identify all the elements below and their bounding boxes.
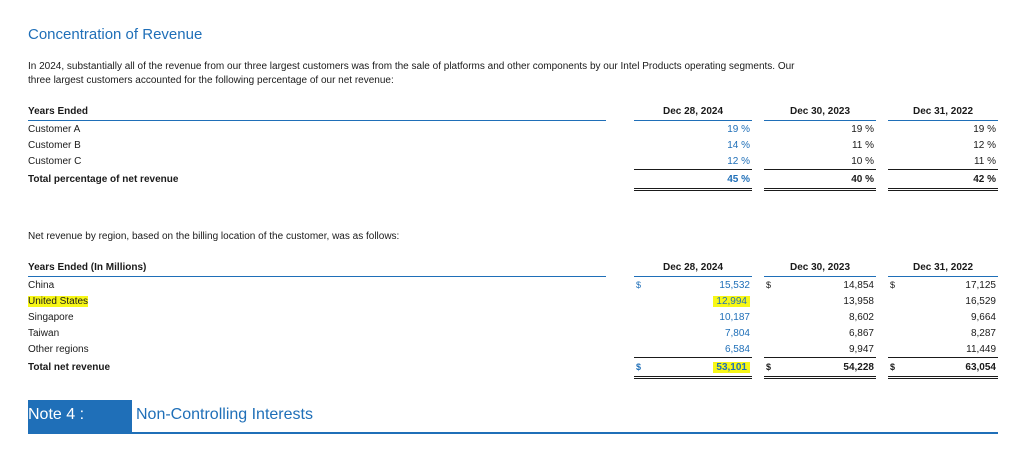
row-label: Taiwan bbox=[28, 327, 60, 339]
header-label: Years Ended bbox=[28, 102, 606, 121]
cell-2023: 13,958 bbox=[843, 295, 874, 307]
currency-symbol: $ bbox=[634, 357, 646, 379]
table-row: Other regions 6,584 9,947 11,449 bbox=[28, 341, 998, 358]
intro-paragraph: In 2024, substantially all of the revenu… bbox=[28, 60, 988, 88]
total-2024: 45 % bbox=[634, 169, 752, 191]
cell-2024: 7,804 bbox=[724, 327, 750, 339]
table-total-row: Total net revenue $ 53,101 $ 54,228 $ 63… bbox=[28, 357, 998, 379]
cell-2024: 12,994 bbox=[646, 293, 752, 309]
table-row: Customer B 14 % 11 % 12 % bbox=[28, 137, 998, 153]
region-intro: Net revenue by region, based on the bill… bbox=[28, 231, 400, 242]
section-title: Concentration of Revenue bbox=[28, 26, 203, 43]
row-label: United States bbox=[28, 293, 606, 309]
currency-symbol: $ bbox=[636, 280, 642, 290]
table-header-row: Years Ended Dec 28, 2024 Dec 30, 2023 De… bbox=[28, 102, 998, 121]
note-title: Non-Controlling Interests bbox=[136, 406, 313, 423]
header-col-2023: Dec 30, 2023 bbox=[764, 258, 876, 277]
cell-2024: 19 % bbox=[727, 123, 750, 135]
cell-2023: 6,867 bbox=[848, 327, 874, 339]
cell-2024: 15,532 bbox=[719, 279, 750, 291]
currency-symbol: $ bbox=[888, 357, 900, 379]
total-2022: 63,054 bbox=[900, 357, 998, 379]
header-col-2024: Dec 28, 2024 bbox=[634, 102, 752, 121]
cell-2022: 12 % bbox=[973, 139, 996, 151]
cell-2024: 14 % bbox=[727, 139, 750, 151]
total-2022: 42 % bbox=[888, 169, 998, 191]
cell-2022: 19 % bbox=[973, 123, 996, 135]
table-row: Customer C 12 % 10 % 11 % bbox=[28, 153, 998, 170]
row-label: Other regions bbox=[28, 343, 89, 355]
row-label: Customer B bbox=[28, 139, 81, 151]
header-col-2023: Dec 30, 2023 bbox=[764, 102, 876, 121]
table-row: Customer A 19 % 19 % 19 % bbox=[28, 121, 998, 138]
header-col-2022: Dec 31, 2022 bbox=[888, 258, 998, 277]
note-heading: Note 4 : Non-Controlling Interests bbox=[28, 400, 998, 434]
row-label: Singapore bbox=[28, 311, 74, 323]
customer-concentration-table: Years Ended Dec 28, 2024 Dec 30, 2023 De… bbox=[28, 102, 998, 191]
cell-2022: 17,125 bbox=[965, 279, 996, 291]
table-row: Taiwan 7,804 6,867 8,287 bbox=[28, 325, 998, 341]
currency-symbol: $ bbox=[764, 357, 776, 379]
table-total-row: Total percentage of net revenue 45 % 40 … bbox=[28, 169, 998, 191]
table-row: United States 12,994 13,958 16,529 bbox=[28, 293, 998, 309]
cell-2023: 9,947 bbox=[848, 343, 874, 355]
total-label: Total percentage of net revenue bbox=[28, 174, 179, 185]
cell-2024: 12 % bbox=[727, 155, 750, 167]
row-label: Customer C bbox=[28, 155, 82, 167]
highlighted-label: United States bbox=[28, 295, 89, 307]
header-col-2024: Dec 28, 2024 bbox=[634, 258, 752, 277]
cell-2023: 14,854 bbox=[843, 279, 874, 291]
row-label: China bbox=[28, 279, 55, 291]
table-header-row: Years Ended (In Millions) Dec 28, 2024 D… bbox=[28, 258, 998, 277]
header-label: Years Ended (In Millions) bbox=[28, 258, 606, 277]
intro-line-2: three largest customers accounted for th… bbox=[28, 75, 394, 86]
highlighted-value: 12,994 bbox=[713, 295, 750, 307]
highlighted-value: 53,101 bbox=[713, 361, 750, 373]
currency-symbol: $ bbox=[890, 280, 896, 290]
table-row: Singapore 10,187 8,602 9,664 bbox=[28, 309, 998, 325]
table-row: China $ 15,532 $ 14,854 $ 17,125 bbox=[28, 277, 998, 294]
cell-2024: 6,584 bbox=[724, 343, 750, 355]
cell-2022: 16,529 bbox=[965, 295, 996, 307]
total-2023: 54,228 bbox=[776, 357, 876, 379]
note-number-box: Note 4 : bbox=[28, 400, 132, 432]
cell-2022: 8,287 bbox=[970, 327, 996, 339]
cell-2023: 10 % bbox=[851, 155, 874, 167]
header-col-2022: Dec 31, 2022 bbox=[888, 102, 998, 121]
row-label: Customer A bbox=[28, 123, 81, 135]
cell-2023: 8,602 bbox=[848, 311, 874, 323]
region-revenue-table: Years Ended (In Millions) Dec 28, 2024 D… bbox=[28, 258, 998, 379]
total-label: Total net revenue bbox=[28, 362, 111, 373]
cell-2023: 19 % bbox=[851, 123, 874, 135]
total-2024: 53,101 bbox=[646, 357, 752, 379]
cell-2023: 11 % bbox=[851, 139, 874, 151]
currency-symbol: $ bbox=[766, 280, 772, 290]
cell-2022: 11,449 bbox=[966, 343, 996, 355]
cell-2024: 10,187 bbox=[719, 311, 750, 323]
cell-2022: 11 % bbox=[973, 155, 996, 167]
cell-2022: 9,664 bbox=[970, 311, 996, 323]
intro-line-1: In 2024, substantially all of the revenu… bbox=[28, 61, 795, 72]
total-2023: 40 % bbox=[764, 169, 876, 191]
note-number: Note 4 : bbox=[28, 406, 85, 423]
